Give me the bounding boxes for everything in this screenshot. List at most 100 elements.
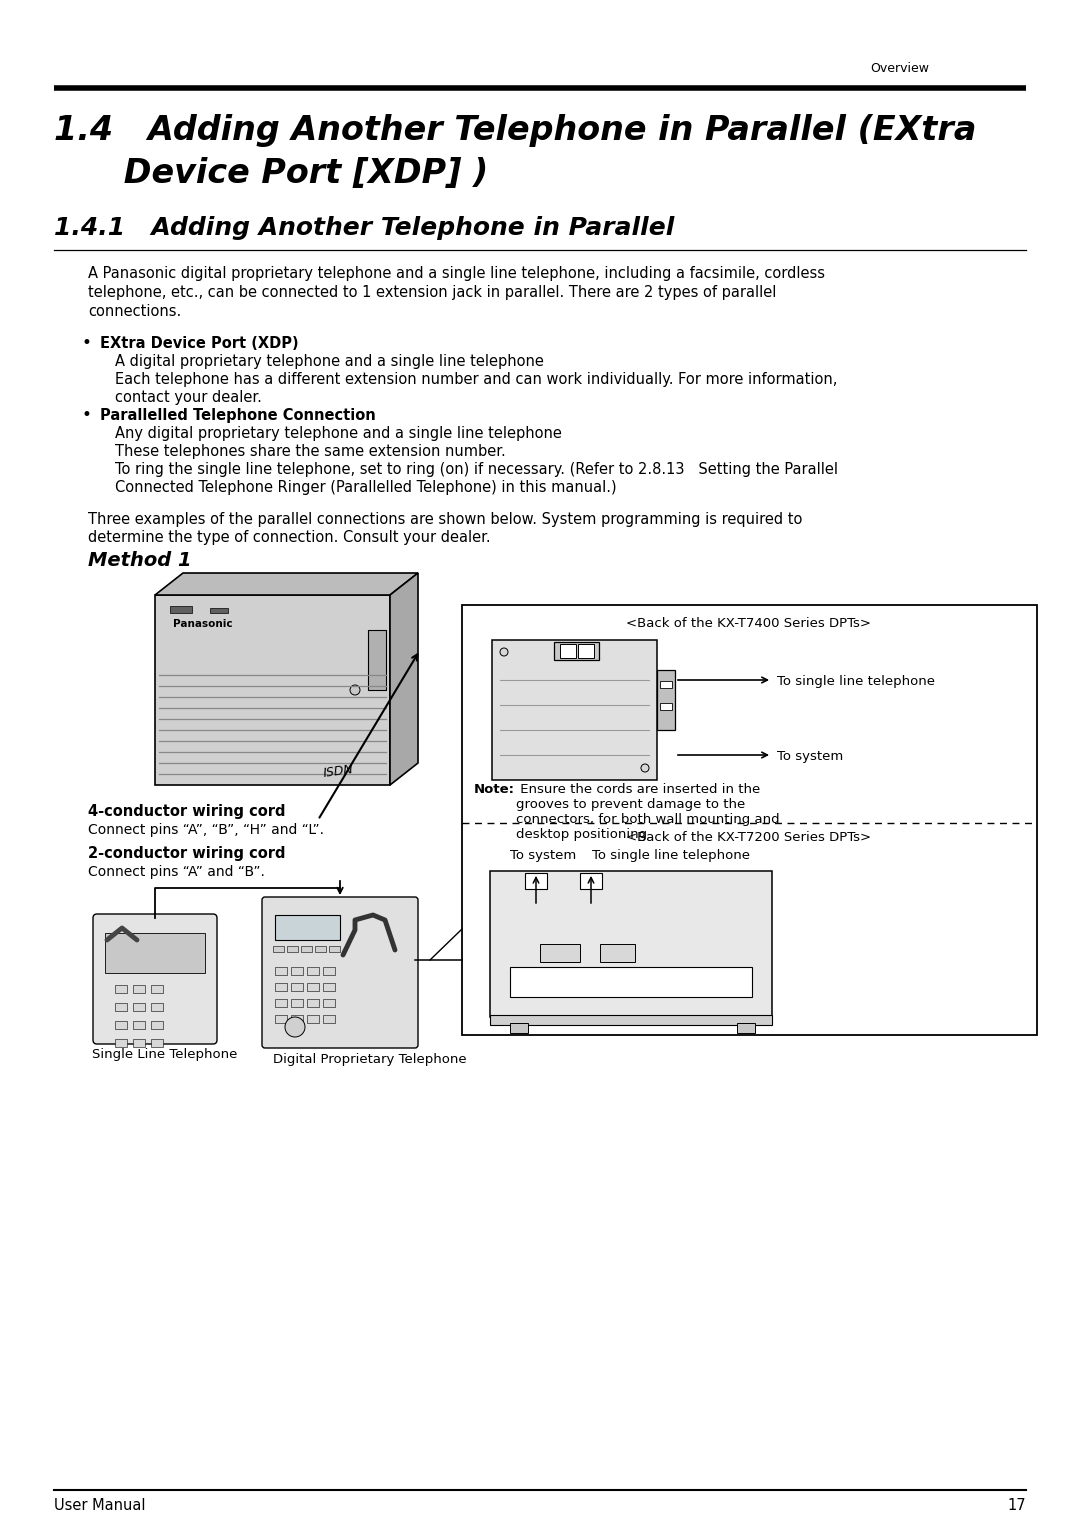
Text: 2-conductor wiring cord: 2-conductor wiring cord	[87, 847, 285, 860]
Bar	[151, 1039, 163, 1047]
Bar	[490, 1015, 772, 1025]
Text: These telephones share the same extension number.: These telephones share the same extensio…	[114, 445, 505, 458]
Text: •: •	[82, 335, 92, 351]
Bar	[105, 934, 205, 973]
Text: 1.4   Adding Another Telephone in Parallel (EXtra: 1.4 Adding Another Telephone in Parallel…	[54, 115, 976, 147]
Text: Three examples of the parallel connections are shown below. System programming i: Three examples of the parallel connectio…	[87, 512, 802, 527]
Bar	[291, 983, 303, 992]
Polygon shape	[156, 594, 390, 785]
Bar	[307, 999, 319, 1007]
Text: To ring the single line telephone, set to ring (on) if necessary. (Refer to 2.8.: To ring the single line telephone, set t…	[114, 461, 838, 477]
Text: A Panasonic digital proprietary telephone and a single line telephone, including: A Panasonic digital proprietary telephon…	[87, 266, 825, 281]
Bar	[291, 967, 303, 975]
Circle shape	[500, 648, 508, 656]
Bar	[307, 983, 319, 992]
Text: Connect pins “A” and “B”.: Connect pins “A” and “B”.	[87, 865, 265, 879]
Bar	[287, 946, 298, 952]
Bar	[510, 1024, 528, 1033]
FancyBboxPatch shape	[93, 914, 217, 1044]
Bar	[315, 946, 326, 952]
Bar	[114, 1002, 127, 1012]
Text: Digital Proprietary Telephone: Digital Proprietary Telephone	[273, 1053, 467, 1067]
Bar	[133, 1039, 145, 1047]
Text: 4-conductor wiring cord: 4-conductor wiring cord	[87, 804, 285, 819]
Text: Panasonic: Panasonic	[173, 619, 232, 630]
Bar	[492, 640, 657, 779]
Bar	[490, 871, 772, 1018]
Bar	[291, 1015, 303, 1024]
Bar	[323, 1015, 335, 1024]
Bar	[600, 944, 635, 963]
Text: Method 1: Method 1	[87, 552, 191, 570]
Text: To system: To system	[777, 750, 843, 762]
Text: To single line telephone: To single line telephone	[592, 850, 750, 862]
Bar	[329, 946, 340, 952]
Bar	[307, 967, 319, 975]
Bar	[275, 983, 287, 992]
Text: Single Line Telephone: Single Line Telephone	[92, 1048, 238, 1060]
Text: Overview: Overview	[870, 63, 929, 75]
Bar	[133, 986, 145, 993]
Bar	[525, 872, 546, 889]
Bar	[151, 986, 163, 993]
Text: ISDN: ISDN	[322, 762, 354, 779]
Bar	[151, 1002, 163, 1012]
Bar	[133, 1002, 145, 1012]
Bar	[323, 967, 335, 975]
Bar	[657, 669, 675, 730]
Circle shape	[350, 685, 360, 695]
Text: A digital proprietary telephone and a single line telephone: A digital proprietary telephone and a si…	[114, 354, 544, 368]
Circle shape	[642, 764, 649, 772]
Bar	[510, 967, 752, 996]
Bar	[660, 703, 672, 711]
Bar	[660, 681, 672, 688]
Bar	[737, 1024, 755, 1033]
Bar	[275, 1015, 287, 1024]
Text: To system: To system	[510, 850, 577, 862]
Bar	[133, 1021, 145, 1028]
Text: To single line telephone: To single line telephone	[777, 675, 935, 688]
Text: •: •	[82, 406, 92, 423]
Bar	[307, 1015, 319, 1024]
Bar	[323, 999, 335, 1007]
Bar	[462, 605, 1037, 1034]
Bar	[368, 630, 386, 691]
Text: contact your dealer.: contact your dealer.	[114, 390, 261, 405]
Text: Connected Telephone Ringer (Parallelled Telephone) in this manual.): Connected Telephone Ringer (Parallelled …	[114, 480, 617, 495]
Bar	[210, 608, 228, 613]
Text: User Manual: User Manual	[54, 1497, 146, 1513]
Bar	[151, 1021, 163, 1028]
Bar	[275, 915, 340, 940]
Text: telephone, etc., can be connected to 1 extension jack in parallel. There are 2 t: telephone, etc., can be connected to 1 e…	[87, 286, 777, 299]
Text: Any digital proprietary telephone and a single line telephone: Any digital proprietary telephone and a …	[114, 426, 562, 442]
FancyBboxPatch shape	[262, 897, 418, 1048]
Bar	[301, 946, 312, 952]
Text: Parallelled Telephone Connection: Parallelled Telephone Connection	[100, 408, 376, 423]
Circle shape	[285, 1018, 305, 1038]
Bar	[578, 643, 594, 659]
Bar	[554, 642, 599, 660]
Bar	[291, 999, 303, 1007]
Bar	[114, 1039, 127, 1047]
Text: <Back of the KX-T7400 Series DPTs>: <Back of the KX-T7400 Series DPTs>	[626, 617, 872, 630]
Bar	[170, 607, 192, 613]
Bar	[580, 872, 602, 889]
Text: Device Port [XDP] ): Device Port [XDP] )	[54, 157, 488, 189]
Text: connections.: connections.	[87, 304, 181, 319]
Text: Note:: Note:	[474, 782, 515, 796]
Text: EXtra Device Port (XDP): EXtra Device Port (XDP)	[100, 336, 299, 351]
Bar	[540, 944, 580, 963]
Text: Ensure the cords are inserted in the
grooves to prevent damage to the
connectors: Ensure the cords are inserted in the gro…	[516, 782, 780, 840]
Bar	[114, 986, 127, 993]
Text: Connect pins “A”, “B”, “H” and “L”.: Connect pins “A”, “B”, “H” and “L”.	[87, 824, 324, 837]
Bar	[561, 643, 576, 659]
Bar	[323, 983, 335, 992]
Text: <Back of the KX-T7200 Series DPTs>: <Back of the KX-T7200 Series DPTs>	[626, 831, 872, 843]
Text: determine the type of connection. Consult your dealer.: determine the type of connection. Consul…	[87, 530, 490, 545]
Polygon shape	[156, 573, 418, 594]
Bar	[273, 946, 284, 952]
Bar	[275, 999, 287, 1007]
Text: 17: 17	[1008, 1497, 1026, 1513]
Polygon shape	[390, 573, 418, 785]
Bar	[275, 967, 287, 975]
